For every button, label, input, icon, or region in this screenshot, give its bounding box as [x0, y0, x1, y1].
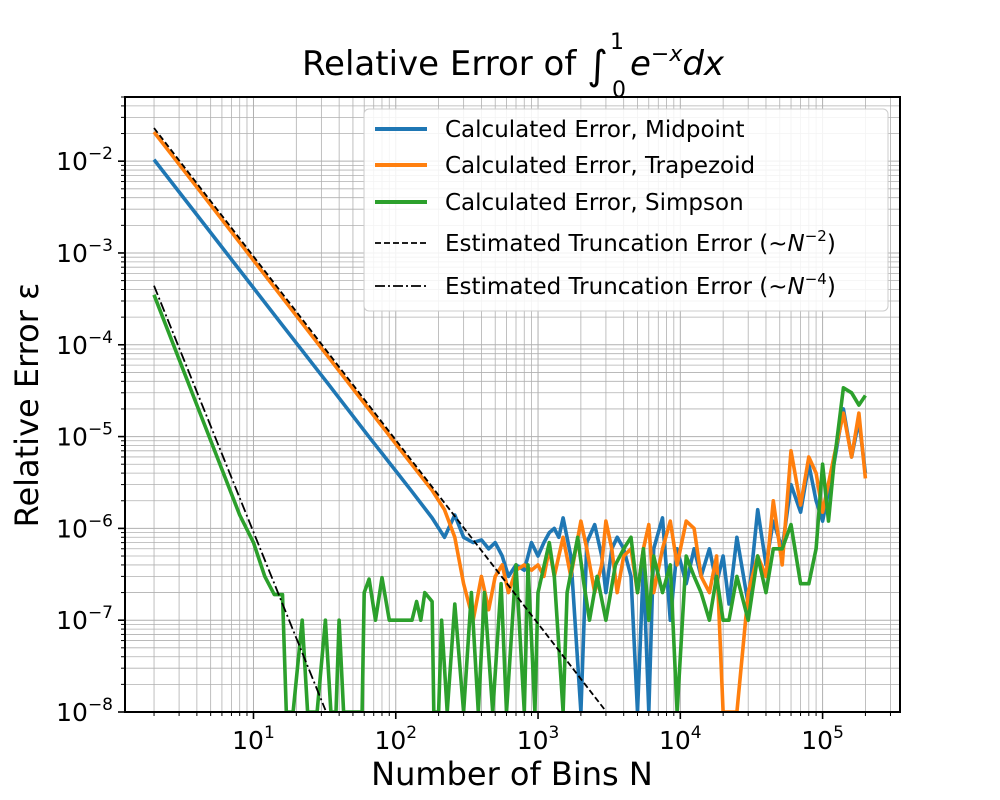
series-line-2: [152, 294, 867, 712]
legend-label-estimate-n4: Estimated Truncation Error (~N−4): [445, 270, 836, 300]
title-suffix: dx: [682, 44, 725, 84]
y-tick-label: 10−4: [56, 328, 113, 360]
x-tick-label: 102: [374, 723, 417, 755]
title-exponent: −x: [651, 42, 683, 67]
y-tick-label: 10−6: [56, 511, 113, 543]
legend: Calculated Error, Midpoint Calculated Er…: [363, 108, 889, 312]
legend-label-simpson: Calculated Error, Simpson: [445, 190, 744, 216]
series-line-4: [153, 285, 327, 711]
y-tick-label: 10−2: [56, 144, 113, 176]
y-axis-label: Relative Error ε: [8, 283, 46, 528]
series-line-0: [152, 158, 868, 712]
x-tick-label: 105: [801, 723, 844, 755]
y-tick-label: 10−7: [56, 603, 113, 635]
x-tick-label: 103: [517, 723, 560, 755]
integral-upper: 1: [610, 30, 624, 55]
y-tick-label: 10−8: [56, 695, 113, 727]
plot-frame: [124, 96, 901, 713]
x-tick-label: 104: [659, 723, 702, 755]
series-layer: [152, 127, 868, 712]
tick-labels: 101 102 103 104 105 10−8 10−7 10−6 10−5 10−4 10−3 1…: [56, 144, 844, 755]
chart-title: Relative Error of ∫1 0e−xdx: [302, 30, 725, 103]
ticks: [118, 96, 891, 719]
x-axis-label: Number of Bins N: [371, 755, 653, 793]
legend-label-estimate-n2: Estimated Truncation Error (~N−2): [445, 227, 836, 257]
x-tick-label: 101: [232, 723, 275, 755]
y-tick-label: 10−3: [56, 236, 113, 268]
legend-box: [363, 108, 889, 312]
integral-sign: ∫: [587, 43, 608, 89]
integrand: e: [630, 44, 651, 84]
title-prefix: Relative Error of: [302, 44, 587, 84]
series-line-3: [153, 127, 607, 712]
legend-label-trapezoid: Calculated Error, Trapezoid: [445, 153, 755, 179]
y-tick-label: 10−5: [56, 420, 113, 452]
legend-label-midpoint: Calculated Error, Midpoint: [445, 117, 745, 143]
